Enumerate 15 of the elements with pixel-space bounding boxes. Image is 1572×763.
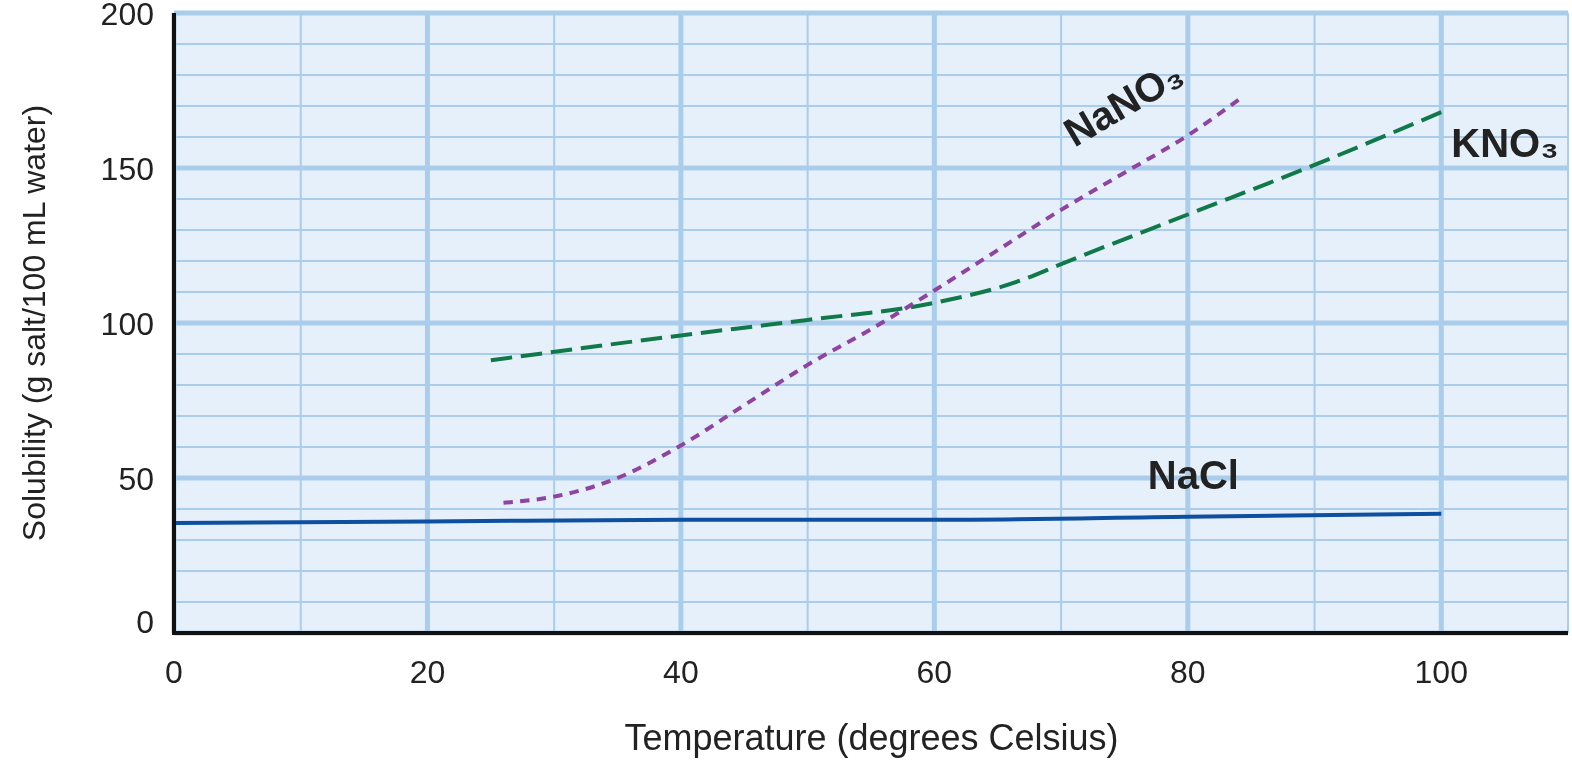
y-tick-label: 0: [136, 604, 154, 640]
x-tick-label: 40: [663, 654, 699, 690]
series-label: KNO₃: [1451, 121, 1559, 166]
series-label: NaCl: [1147, 452, 1239, 497]
x-axis-title: Temperature (degrees Celsius): [624, 717, 1119, 758]
y-axis-title: Solubility (g salt/100 mL water): [16, 104, 52, 542]
x-tick-label: 20: [409, 654, 446, 690]
y-tick-label: 150: [100, 151, 154, 187]
x-tick-label: 100: [1414, 654, 1468, 690]
x-tick-label: 60: [916, 654, 953, 690]
x-tick-label: 80: [1170, 654, 1206, 690]
y-tick-label: 50: [118, 461, 154, 497]
y-tick-label: 100: [100, 306, 154, 342]
x-tick-label: 0: [165, 654, 183, 690]
y-tick-label: 200: [100, 0, 154, 32]
